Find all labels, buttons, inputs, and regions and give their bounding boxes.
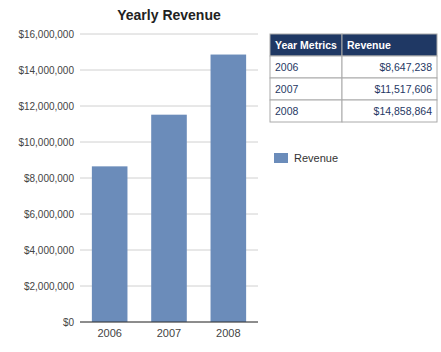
bar: [211, 55, 247, 322]
grid-line: [80, 322, 258, 323]
y-tick-label: $12,000,000: [18, 101, 74, 112]
table-text: 2007: [275, 83, 299, 95]
table-header: Revenue: [347, 39, 391, 51]
table-text: 2008: [275, 105, 299, 117]
table-cell: [270, 56, 342, 78]
table-text: 2006: [275, 61, 299, 73]
legend-label: Revenue: [294, 152, 338, 164]
table-text: $14,858,864: [374, 105, 433, 117]
y-tick-label: $4,000,000: [24, 245, 74, 256]
chart-title: Yearly Revenue: [117, 7, 221, 23]
y-tick-label: $2,000,000: [24, 281, 74, 292]
table-cell: [270, 78, 342, 100]
x-tick-label: 2008: [216, 327, 240, 339]
table-cell: [342, 56, 437, 78]
y-tick-label: $10,000,000: [18, 137, 74, 148]
y-tick-label: $16,000,000: [18, 29, 74, 40]
y-tick-label: $14,000,000: [18, 65, 74, 76]
table-cell: [342, 100, 437, 122]
table-header-cell: [270, 34, 342, 56]
x-axis-line: [80, 322, 258, 323]
grid-line: [80, 34, 258, 35]
legend-swatch: [274, 153, 288, 163]
table-text: $11,517,606: [374, 83, 432, 95]
table-cell: [270, 100, 342, 122]
y-tick-label: $6,000,000: [24, 209, 74, 220]
table-cell: [342, 78, 437, 100]
y-tick-label: $8,000,000: [24, 173, 74, 184]
table-text: $8,647,238: [379, 61, 432, 73]
x-tick-label: 2006: [97, 327, 121, 339]
bar: [92, 166, 128, 322]
y-tick-label: $0: [63, 317, 75, 328]
bars: [92, 55, 246, 322]
table-header-cell: [342, 34, 437, 56]
table-header: Year Metrics: [275, 39, 337, 51]
x-tick-label: 2007: [157, 327, 181, 339]
chart-root: Yearly Revenue $0 $2,000,000 $4,000,000 $6,0…: [0, 0, 441, 352]
bar: [151, 115, 187, 322]
